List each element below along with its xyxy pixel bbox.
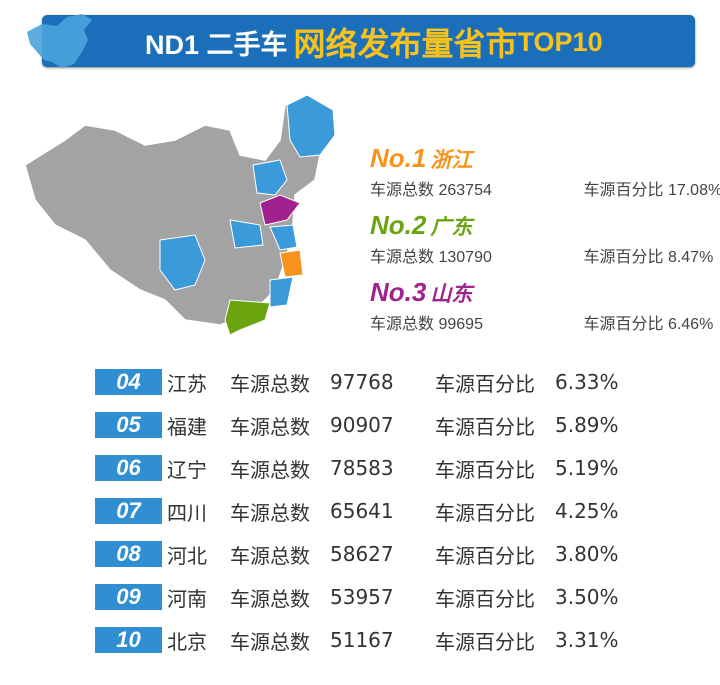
pct-value: 3.50% [555,585,619,609]
count-label: 车源总数 [230,457,310,482]
pct-value: 5.19% [555,456,619,480]
pct-value: 6.46% [667,316,714,333]
map-region-henan [229,219,264,249]
count-label: 车源总数 [370,316,435,333]
rank-badge: 09 [95,584,162,610]
rank-label: No.2 [370,210,427,240]
top-item-1: No.1 浙江 车源总数 263754 车源百分比 17.08% [370,143,720,200]
count-value: 263754 [438,182,492,199]
pct-value: 3.80% [555,542,619,566]
ranking-row: 05 福建 车源总数 90907 车源百分比 5.89% [95,411,619,439]
map-region-guangdong [224,299,271,336]
pct-value: 8.47% [667,249,714,266]
rank-label: No.3 [370,277,427,307]
count-value: 97768 [330,370,394,394]
pct-label: 车源百分比 [583,316,664,333]
ranking-row: 09 河南 车源总数 53957 车源百分比 3.50% [95,583,619,611]
count-value: 53957 [330,585,394,609]
province-name: 河南 [167,586,207,611]
province-name: 北京 [167,629,207,654]
china-map-icon [27,14,92,68]
ranking-row: 07 四川 车源总数 65641 车源百分比 4.25% [95,497,619,525]
map-region-hebei-beijing [252,159,288,196]
count-value: 99695 [438,316,483,333]
pct-label: 车源百分比 [435,371,535,396]
top-item-3: No.3 山东 车源总数 99695 车源百分比 6.46% [370,277,713,334]
count-value: 78583 [330,456,394,480]
pct-value: 17.08% [667,182,720,199]
pct-label: 车源百分比 [435,629,535,654]
map-region-shandong [259,194,301,226]
title-main: 网络发布量省市 [293,26,518,62]
count-label: 车源总数 [370,249,435,266]
pct-value: 6.33% [555,370,619,394]
province-name: 江苏 [167,371,207,396]
province-name: 福建 [167,414,207,439]
ranking-row: 08 河北 车源总数 58627 车源百分比 3.80% [95,540,619,568]
rank-badge: 04 [95,369,162,395]
rank-label: No.1 [370,143,427,173]
rank-badge: 08 [95,541,162,567]
pct-label: 车源百分比 [435,414,535,439]
top-item-2: No.2 广东 车源总数 130790 车源百分比 8.47% [370,210,713,267]
province-name: 山东 [430,283,473,306]
count-value: 130790 [438,249,492,266]
count-label: 车源总数 [370,182,435,199]
rank-badge: 05 [95,412,162,438]
ranking-row: 04 江苏 车源总数 97768 车源百分比 6.33% [95,368,619,396]
map-region-fujian [269,276,294,308]
province-name: 浙江 [430,149,473,172]
title-prefix: ND1 二手车 [145,29,288,60]
province-name: 辽宁 [167,457,207,482]
pct-label: 车源百分比 [435,500,535,525]
count-value: 65641 [330,499,394,523]
china-province-map [25,94,336,336]
count-label: 车源总数 [230,500,310,525]
province-name: 河北 [167,543,207,568]
count-value: 51167 [330,628,394,652]
rank-badge: 07 [95,498,162,524]
map-region-sichuan [159,234,206,291]
title-suffix: TOP10 [517,26,603,57]
province-name: 广东 [430,216,473,239]
pct-label: 车源百分比 [435,457,535,482]
pct-label: 车源百分比 [583,182,664,199]
rank-badge: 06 [95,455,162,481]
count-value: 90907 [330,413,394,437]
pct-value: 5.89% [555,413,619,437]
pct-value: 4.25% [555,499,619,523]
page-title: ND1 二手车 网络发布量省市 TOP10 [145,22,603,62]
title-banner [42,15,695,67]
province-name: 四川 [167,500,207,525]
map-region-northeast [286,94,336,158]
pct-label: 车源百分比 [435,543,535,568]
count-label: 车源总数 [230,543,310,568]
ranking-row: 06 辽宁 车源总数 78583 车源百分比 5.19% [95,454,619,482]
pct-label: 车源百分比 [435,586,535,611]
count-label: 车源总数 [230,414,310,439]
count-label: 车源总数 [230,629,310,654]
ranking-row: 10 北京 车源总数 51167 车源百分比 3.31% [95,626,619,654]
map-region-zhejiang [279,249,304,278]
map-region-jiangsu [269,224,298,251]
count-label: 车源总数 [230,586,310,611]
pct-label: 车源百分比 [583,249,664,266]
rank-badge: 10 [95,627,162,653]
count-value: 58627 [330,542,394,566]
count-label: 车源总数 [230,371,310,396]
pct-value: 3.31% [555,628,619,652]
